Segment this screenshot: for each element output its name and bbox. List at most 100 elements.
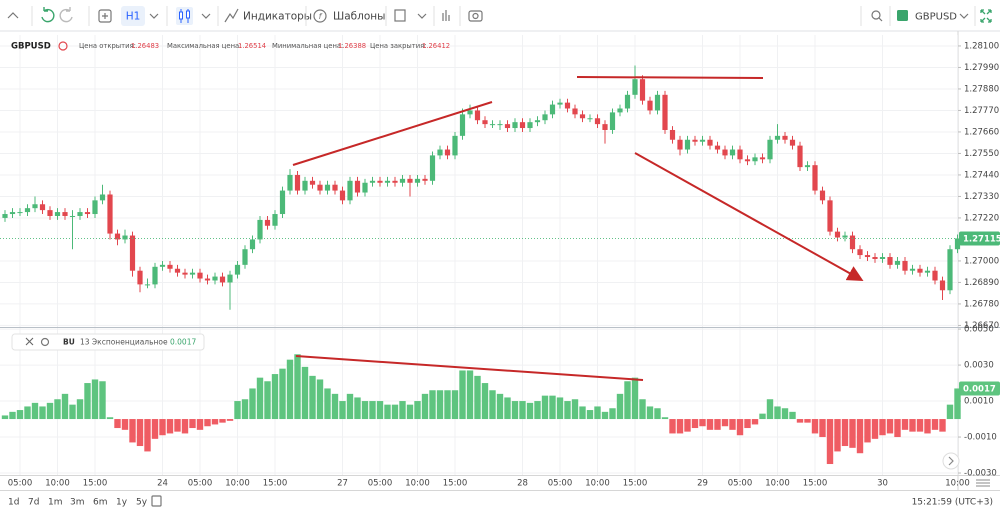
axis-settings-button[interactable] (976, 479, 990, 487)
chart-type-button[interactable] (176, 7, 193, 25)
histogram-bar (721, 419, 729, 427)
range-button[interactable]: 1d (8, 498, 19, 508)
histogram-bar (579, 406, 586, 420)
range-button[interactable]: 1m (48, 498, 63, 508)
indicator-settings-button[interactable] (40, 337, 50, 347)
histogram-bar (916, 419, 924, 432)
histogram-bar (804, 419, 811, 423)
timeframe-dropdown[interactable] (149, 13, 159, 19)
footer: 15:21:59 (UTC+3) 1d 7d 1m 3m 6m 1y 5y (8, 495, 993, 508)
histogram-bar (61, 393, 69, 420)
histogram-bar (541, 395, 549, 420)
histogram-bar (331, 393, 339, 420)
histogram-bar (129, 419, 136, 443)
candle-body (767, 139, 773, 160)
candle-body (212, 276, 218, 281)
symbol-button[interactable]: GBPUSD (915, 12, 957, 23)
candle-body (939, 280, 946, 291)
trend-line[interactable] (576, 76, 764, 79)
range-button[interactable]: 7d (28, 498, 39, 508)
layout-button[interactable] (394, 9, 406, 22)
candle-body (572, 108, 578, 115)
candle-body (107, 194, 113, 234)
y-tick-label: 1.27990 (964, 63, 999, 73)
candle-body (482, 120, 488, 125)
range-button[interactable]: 3m (70, 498, 85, 508)
fullscreen-button[interactable] (980, 9, 992, 23)
indicators-button[interactable]: Индикаторы (243, 11, 312, 23)
histogram-bar (616, 393, 624, 420)
price-tag (959, 381, 1000, 396)
candle-body (632, 79, 638, 95)
templates-button[interactable]: Шаблоны (333, 11, 385, 23)
histogram-bar (639, 399, 646, 420)
remove-indicator-button[interactable] (25, 337, 34, 346)
histogram-bar (856, 419, 864, 454)
x-tick-label: 28 (517, 479, 528, 489)
histogram-bar (819, 419, 826, 438)
histogram-bar (361, 401, 369, 420)
timeframe-button[interactable] (121, 6, 145, 26)
histogram-bar (369, 401, 376, 420)
histogram-bar (106, 417, 114, 420)
histogram-bar (144, 419, 151, 452)
trend-line[interactable] (295, 355, 644, 381)
range-button[interactable]: 6m (93, 498, 108, 508)
candle-body (369, 180, 376, 183)
chart-type-dropdown[interactable] (201, 13, 211, 19)
candle-body (77, 212, 83, 216)
collapse-button[interactable] (7, 12, 19, 19)
candle-body (54, 212, 61, 216)
trend-arrow[interactable] (634, 152, 864, 281)
histogram-bar (46, 402, 54, 420)
histogram-bar (436, 390, 444, 420)
candle-body (47, 210, 53, 216)
y-tick-label: -0.0030 (964, 469, 997, 479)
indicator-legend-box (11, 333, 205, 351)
histogram-bar (841, 419, 849, 447)
candle-body (842, 235, 848, 238)
candle-body (354, 180, 361, 193)
trend-line[interactable] (292, 101, 493, 166)
add-chart-button[interactable] (98, 9, 112, 23)
indicator-value: 0.0017 (170, 338, 196, 347)
y-tick-label: 0.0030 (964, 361, 994, 371)
scroll-right-icon (948, 456, 954, 466)
volume-button[interactable] (442, 10, 450, 21)
candle-body (249, 239, 256, 250)
candle-body (24, 208, 31, 213)
date-picker-button[interactable] (151, 495, 162, 507)
candle-body (159, 264, 166, 267)
range-button[interactable]: 1y (116, 498, 128, 508)
candle-body (339, 190, 346, 201)
candle-body (872, 257, 878, 259)
undo-button[interactable] (41, 7, 55, 23)
histogram-bar (504, 397, 511, 420)
candle-body (677, 139, 683, 150)
candle-body (587, 118, 593, 120)
layout-dropdown[interactable] (417, 13, 427, 19)
symbol-dropdown[interactable] (959, 13, 969, 19)
scroll-right-button[interactable] (942, 452, 960, 470)
search-button[interactable] (871, 10, 881, 20)
candle-body (152, 266, 158, 285)
x-tick-label: 10:00 (225, 479, 250, 489)
histogram-bar (751, 419, 759, 425)
candle-body (669, 129, 676, 140)
candle-body (864, 255, 871, 258)
candle-body (189, 272, 196, 275)
histogram-bar (654, 408, 661, 420)
toolbar-bg (0, 0, 1000, 31)
screenshot-button[interactable] (468, 10, 483, 22)
histogram-bar (91, 379, 99, 420)
range-button[interactable]: 5y (136, 498, 148, 508)
histogram-bar (279, 368, 286, 420)
candle-body (414, 178, 421, 183)
histogram-bar (864, 419, 871, 443)
histogram-bar (384, 404, 391, 420)
histogram-bar (811, 419, 819, 434)
redo-button[interactable] (59, 7, 73, 23)
drawings (292, 76, 864, 381)
candle-body (467, 110, 473, 115)
y-tick-label: 1.27880 (964, 84, 999, 94)
